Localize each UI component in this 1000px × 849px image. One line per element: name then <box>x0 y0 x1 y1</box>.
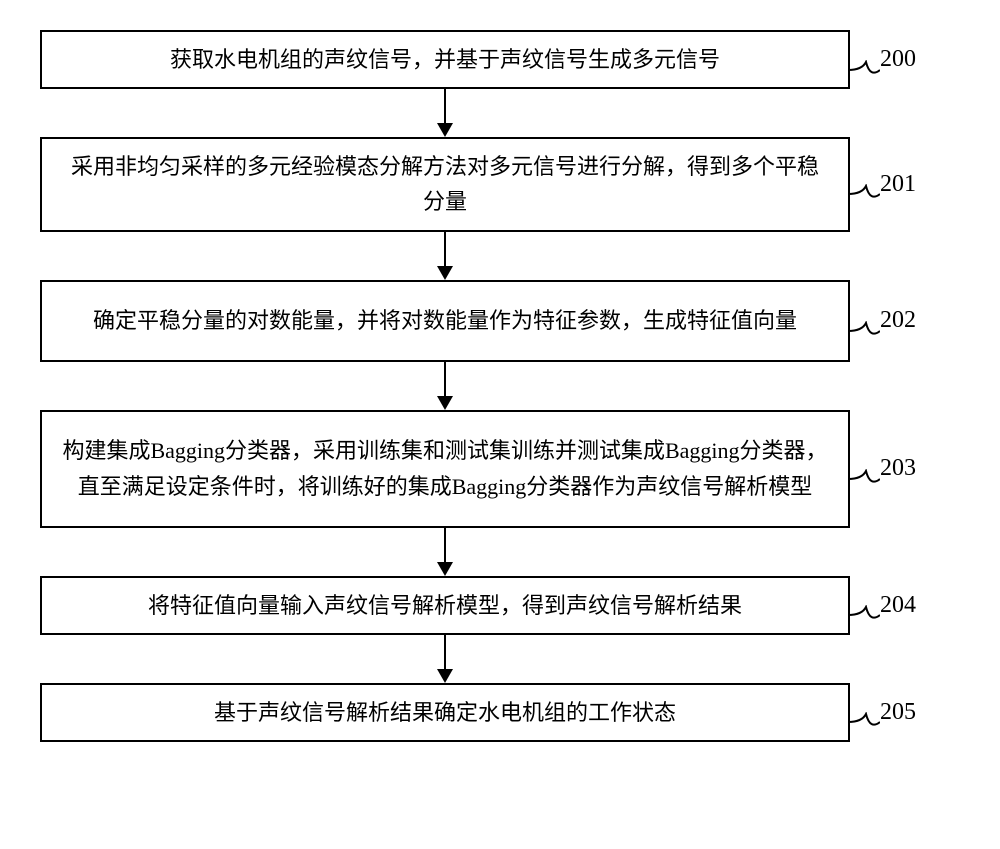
step-row: 基于声纹信号解析结果确定水电机组的工作状态 205 <box>40 683 960 742</box>
step-row: 将特征值向量输入声纹信号解析模型，得到声纹信号解析结果 204 <box>40 576 960 635</box>
arrow-container <box>40 89 850 137</box>
step-text: 确定平稳分量的对数能量，并将对数能量作为特征参数，生成特征值向量 <box>93 303 797 338</box>
label-connector-icon <box>848 60 880 80</box>
step-row: 构建集成Bagging分类器，采用训练集和测试集训练并测试集成Bagging分类… <box>40 410 960 528</box>
step-text: 采用非均匀采样的多元经验模态分解方法对多元信号进行分解，得到多个平稳分量 <box>62 149 828 219</box>
step-box-204: 将特征值向量输入声纹信号解析模型，得到声纹信号解析结果 <box>40 576 850 635</box>
step-box-200: 获取水电机组的声纹信号，并基于声纹信号生成多元信号 <box>40 30 850 89</box>
step-label-text: 204 <box>880 592 916 618</box>
arrow-container <box>40 528 850 576</box>
label-connector-icon <box>848 469 880 489</box>
step-box-202: 确定平稳分量的对数能量，并将对数能量作为特征参数，生成特征值向量 <box>40 280 850 362</box>
label-connector-icon <box>848 184 880 204</box>
label-connector-icon <box>848 712 880 732</box>
label-connector-icon <box>848 605 880 625</box>
step-label-text: 203 <box>880 455 916 481</box>
arrow-down-icon <box>433 362 457 410</box>
step-text: 将特征值向量输入声纹信号解析模型，得到声纹信号解析结果 <box>148 588 742 623</box>
step-label-200: 200 <box>880 46 916 73</box>
arrow-down-icon <box>433 232 457 280</box>
step-text: 基于声纹信号解析结果确定水电机组的工作状态 <box>214 695 676 730</box>
step-label-text: 205 <box>880 699 916 725</box>
label-connector-icon <box>848 321 880 341</box>
step-label-205: 205 <box>880 699 916 726</box>
arrow-down-icon <box>433 528 457 576</box>
step-text: 获取水电机组的声纹信号，并基于声纹信号生成多元信号 <box>170 42 720 77</box>
arrow-container <box>40 362 850 410</box>
arrow-container <box>40 635 850 683</box>
step-row: 采用非均匀采样的多元经验模态分解方法对多元信号进行分解，得到多个平稳分量 201 <box>40 137 960 231</box>
step-box-201: 采用非均匀采样的多元经验模态分解方法对多元信号进行分解，得到多个平稳分量 <box>40 137 850 231</box>
step-label-201: 201 <box>880 171 916 198</box>
step-label-text: 201 <box>880 171 916 197</box>
arrow-down-icon <box>433 89 457 137</box>
step-row: 获取水电机组的声纹信号，并基于声纹信号生成多元信号 200 <box>40 30 960 89</box>
step-label-text: 200 <box>880 46 916 72</box>
step-box-205: 基于声纹信号解析结果确定水电机组的工作状态 <box>40 683 850 742</box>
step-label-text: 202 <box>880 307 916 333</box>
flowchart-container: 获取水电机组的声纹信号，并基于声纹信号生成多元信号 200 采用非均匀采样的多元… <box>40 30 960 742</box>
step-text: 构建集成Bagging分类器，采用训练集和测试集训练并测试集成Bagging分类… <box>62 433 828 503</box>
step-box-203: 构建集成Bagging分类器，采用训练集和测试集训练并测试集成Bagging分类… <box>40 410 850 528</box>
step-row: 确定平稳分量的对数能量，并将对数能量作为特征参数，生成特征值向量 202 <box>40 280 960 362</box>
step-label-203: 203 <box>880 455 916 482</box>
arrow-container <box>40 232 850 280</box>
arrow-down-icon <box>433 635 457 683</box>
step-label-204: 204 <box>880 592 916 619</box>
step-label-202: 202 <box>880 307 916 334</box>
